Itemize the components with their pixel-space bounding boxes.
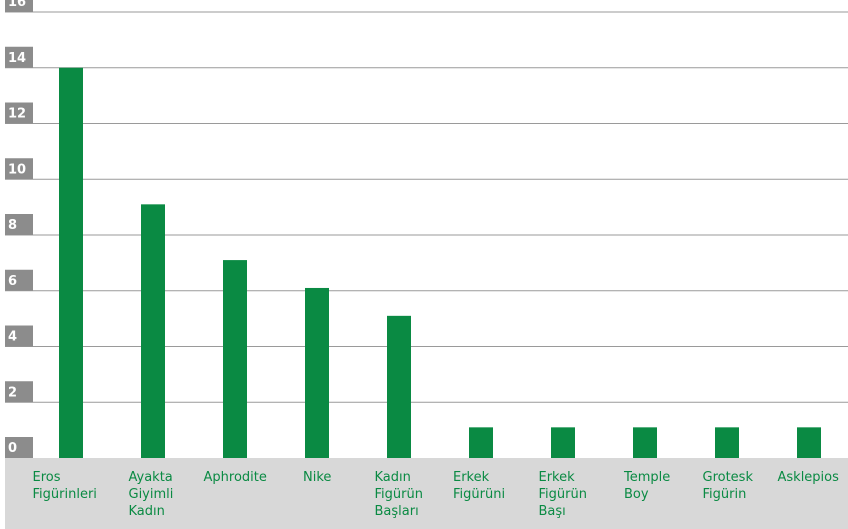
- y-tick-label: 0: [8, 441, 17, 456]
- y-tick-label: 10: [8, 162, 26, 177]
- y-tick-box: [5, 437, 33, 458]
- bar: [305, 287, 329, 458]
- y-tick-label: 6: [8, 274, 17, 289]
- x-tick-label: Nike: [303, 470, 331, 485]
- y-tick-box: [5, 102, 33, 124]
- y-tick-label: 2: [8, 385, 17, 400]
- bar: [715, 427, 739, 458]
- y-tick-label: 4: [8, 330, 17, 345]
- bar: [797, 427, 821, 458]
- y-tick-label: 12: [8, 107, 26, 122]
- bar: [59, 67, 83, 458]
- bar: [387, 315, 411, 458]
- x-tick-label: Erkek Figürüni: [453, 470, 505, 502]
- x-tick-label: Asklepios: [778, 470, 840, 485]
- y-tick-box: [5, 0, 33, 12]
- y-tick-label: 14: [8, 51, 26, 66]
- y-tick-box: [5, 214, 33, 235]
- y-axis-ticks: 0 2 4 6 8 10 12 14 16: [5, 0, 33, 458]
- y-tick-box: [5, 46, 33, 68]
- bar: [633, 427, 657, 458]
- y-tick-box: [5, 381, 33, 403]
- x-tick-label: Grotesk Figürin: [703, 470, 754, 502]
- x-tick-label: Ayakta Giyimli Kadın: [129, 470, 174, 519]
- gridlines: [5, 11, 848, 403]
- x-tick-label: Aphrodite: [204, 470, 267, 485]
- y-tick-label: 8: [8, 218, 17, 233]
- x-tick-label: Eros Figürinleri: [33, 470, 97, 502]
- x-tick-label: Erkek Figürün Başı: [539, 470, 587, 519]
- x-tick-label: Temple Boy: [623, 470, 670, 502]
- bar: [141, 204, 165, 458]
- y-tick-box: [5, 269, 33, 291]
- bar: [551, 427, 575, 458]
- bar: [469, 427, 493, 458]
- y-tick-box: [5, 325, 33, 347]
- bar: [223, 260, 247, 458]
- y-tick-label: 16: [8, 0, 26, 10]
- y-tick-box: [5, 158, 33, 180]
- bars: [59, 67, 821, 458]
- x-tick-label: Kadın Figürün Başları: [375, 470, 423, 519]
- x-axis-label-band: [5, 458, 848, 529]
- x-axis-labels: Eros Figürinleri Ayakta Giyimli Kadın Aphrodi…: [33, 470, 840, 519]
